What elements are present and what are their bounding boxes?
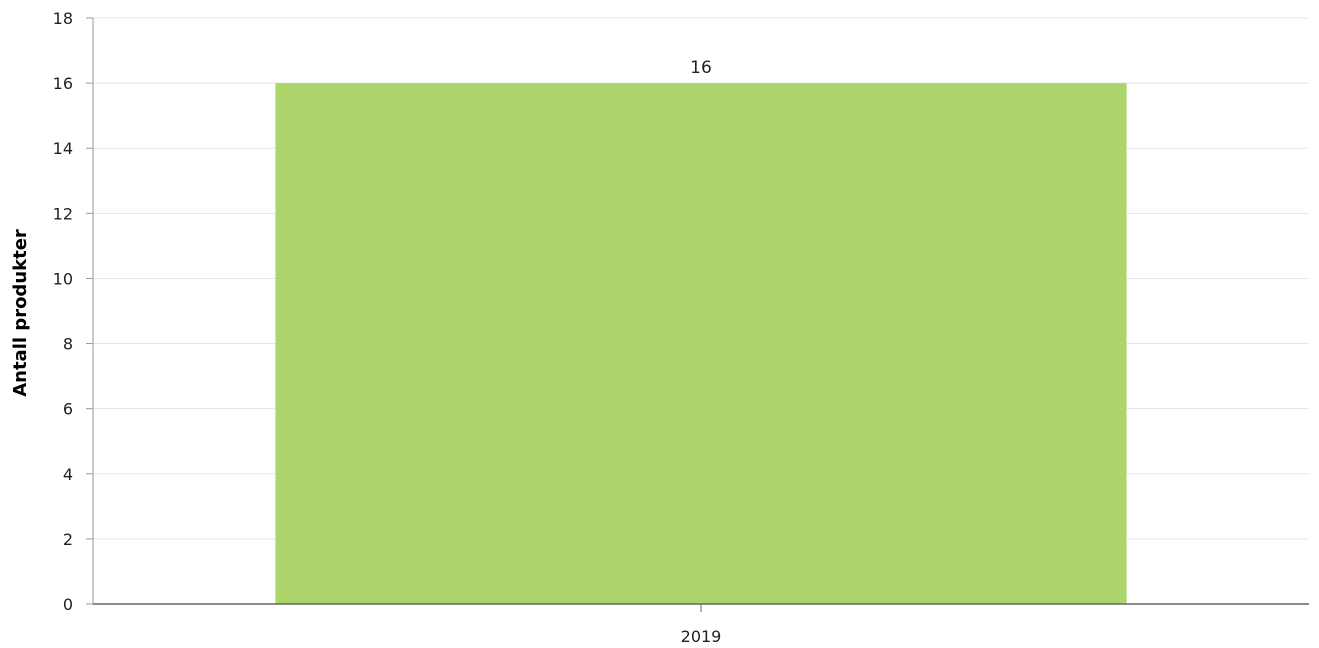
y-tick-label-12: 12 bbox=[53, 204, 73, 223]
y-tick-label-6: 6 bbox=[63, 400, 73, 419]
y-tick-label-18: 18 bbox=[53, 9, 73, 28]
y-tick-label-8: 8 bbox=[63, 335, 73, 354]
x-tick-label-2019: 2019 bbox=[681, 627, 722, 646]
data-labels: 16 bbox=[690, 58, 712, 78]
y-tick-label-16: 16 bbox=[53, 74, 73, 93]
y-axis-title: Antall produkter bbox=[10, 229, 31, 397]
y-tick-label-0: 0 bbox=[63, 595, 73, 614]
y-tick-label-4: 4 bbox=[63, 465, 73, 484]
y-tick-label-2: 2 bbox=[63, 530, 73, 549]
y-tick-label-14: 14 bbox=[53, 139, 73, 158]
y-axis-ticks: 0 2 4 6 8 10 12 14 16 18 bbox=[53, 9, 93, 614]
bars bbox=[275, 83, 1127, 605]
bar-2019[interactable] bbox=[275, 83, 1127, 605]
data-label-2019: 16 bbox=[690, 58, 712, 78]
y-tick-label-10: 10 bbox=[53, 269, 73, 288]
x-axis-ticks: 2019 bbox=[681, 604, 722, 646]
